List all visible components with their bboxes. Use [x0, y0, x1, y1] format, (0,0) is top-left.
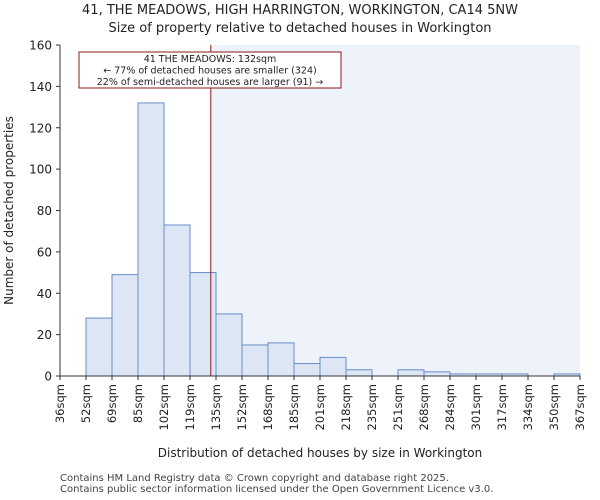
x-tick-label: 201sqm — [313, 384, 327, 430]
histogram-chart: 0 20 40 60 80 100 120 140 160 36sqm 52sqm 69sqm 85sq… — [2, 39, 587, 461]
y-tick-label: 0 — [44, 370, 52, 384]
x-tick-label: 317sqm — [495, 384, 509, 430]
y-tick-label: 120 — [29, 121, 52, 135]
x-tick-label: 251sqm — [391, 384, 405, 430]
histogram-bar — [267, 342, 295, 377]
histogram-bar — [215, 313, 243, 377]
x-tick-label: 334sqm — [521, 384, 535, 430]
x-tick-label: 284sqm — [443, 384, 457, 430]
y-tick-label: 160 — [29, 39, 52, 53]
annotation-line-3: 22% of semi-detached houses are larger (… — [97, 77, 324, 88]
attribution-line-2: Contains public sector information licen… — [60, 484, 494, 495]
x-tick-label: 218sqm — [339, 384, 353, 430]
histogram-bar — [397, 369, 425, 377]
y-tick-label: 40 — [37, 287, 52, 301]
y-tick-label: 80 — [37, 204, 52, 218]
y-tick-label: 100 — [29, 163, 52, 177]
attribution-footer: Contains HM Land Registry data © Crown c… — [60, 473, 493, 495]
annotation-line-2: ← 77% of detached houses are smaller (32… — [103, 66, 316, 77]
chart-subtitle: Size of property relative to detached ho… — [108, 21, 492, 36]
chart-title: 41, THE MEADOWS, HIGH HARRINGTON, WORKIN… — [82, 3, 518, 18]
x-tick-label: 152sqm — [235, 384, 249, 430]
x-tick-label: 135sqm — [209, 384, 223, 430]
histogram-bar — [137, 102, 165, 377]
x-tick-label: 52sqm — [79, 384, 93, 423]
annotation-box — [78, 51, 342, 89]
y-tick-label: 140 — [29, 80, 52, 94]
x-axis-label: Distribution of detached houses by size … — [158, 446, 483, 460]
x-tick-label: 36sqm — [53, 384, 67, 423]
histogram-bar — [319, 356, 347, 377]
highlight-region — [210, 45, 580, 376]
x-tick-label: 85sqm — [131, 384, 145, 423]
histogram-bar — [423, 371, 451, 377]
x-tick-label: 268sqm — [417, 384, 431, 430]
x-tick-label: 69sqm — [105, 384, 119, 423]
histogram-bar — [345, 369, 373, 377]
histogram-bar — [85, 317, 113, 377]
chart-title-block: 41, THE MEADOWS, HIGH HARRINGTON, WORKIN… — [0, 2, 600, 38]
x-tick-label: 367sqm — [573, 384, 587, 430]
x-tick-label: 168sqm — [261, 384, 275, 430]
x-tick-label: 185sqm — [287, 384, 301, 430]
histogram-bar — [241, 344, 269, 377]
histogram-bar — [293, 363, 321, 377]
x-tick-label: 301sqm — [469, 384, 483, 430]
histogram-bar — [189, 272, 217, 377]
x-tick-label: 350sqm — [547, 384, 561, 430]
y-tick-label: 20 — [37, 328, 52, 342]
x-tick-label: 235sqm — [365, 384, 379, 430]
histogram-bar — [111, 274, 139, 377]
y-axis-label: Number of detached properties — [2, 116, 16, 305]
histogram-bar — [163, 224, 191, 377]
y-tick-label: 60 — [37, 245, 52, 259]
x-tick-label: 102sqm — [157, 384, 171, 430]
attribution-line-1: Contains HM Land Registry data © Crown c… — [60, 473, 449, 484]
x-tick-label: 119sqm — [183, 384, 197, 430]
annotation-line-1: 41 THE MEADOWS: 132sqm — [144, 54, 277, 65]
